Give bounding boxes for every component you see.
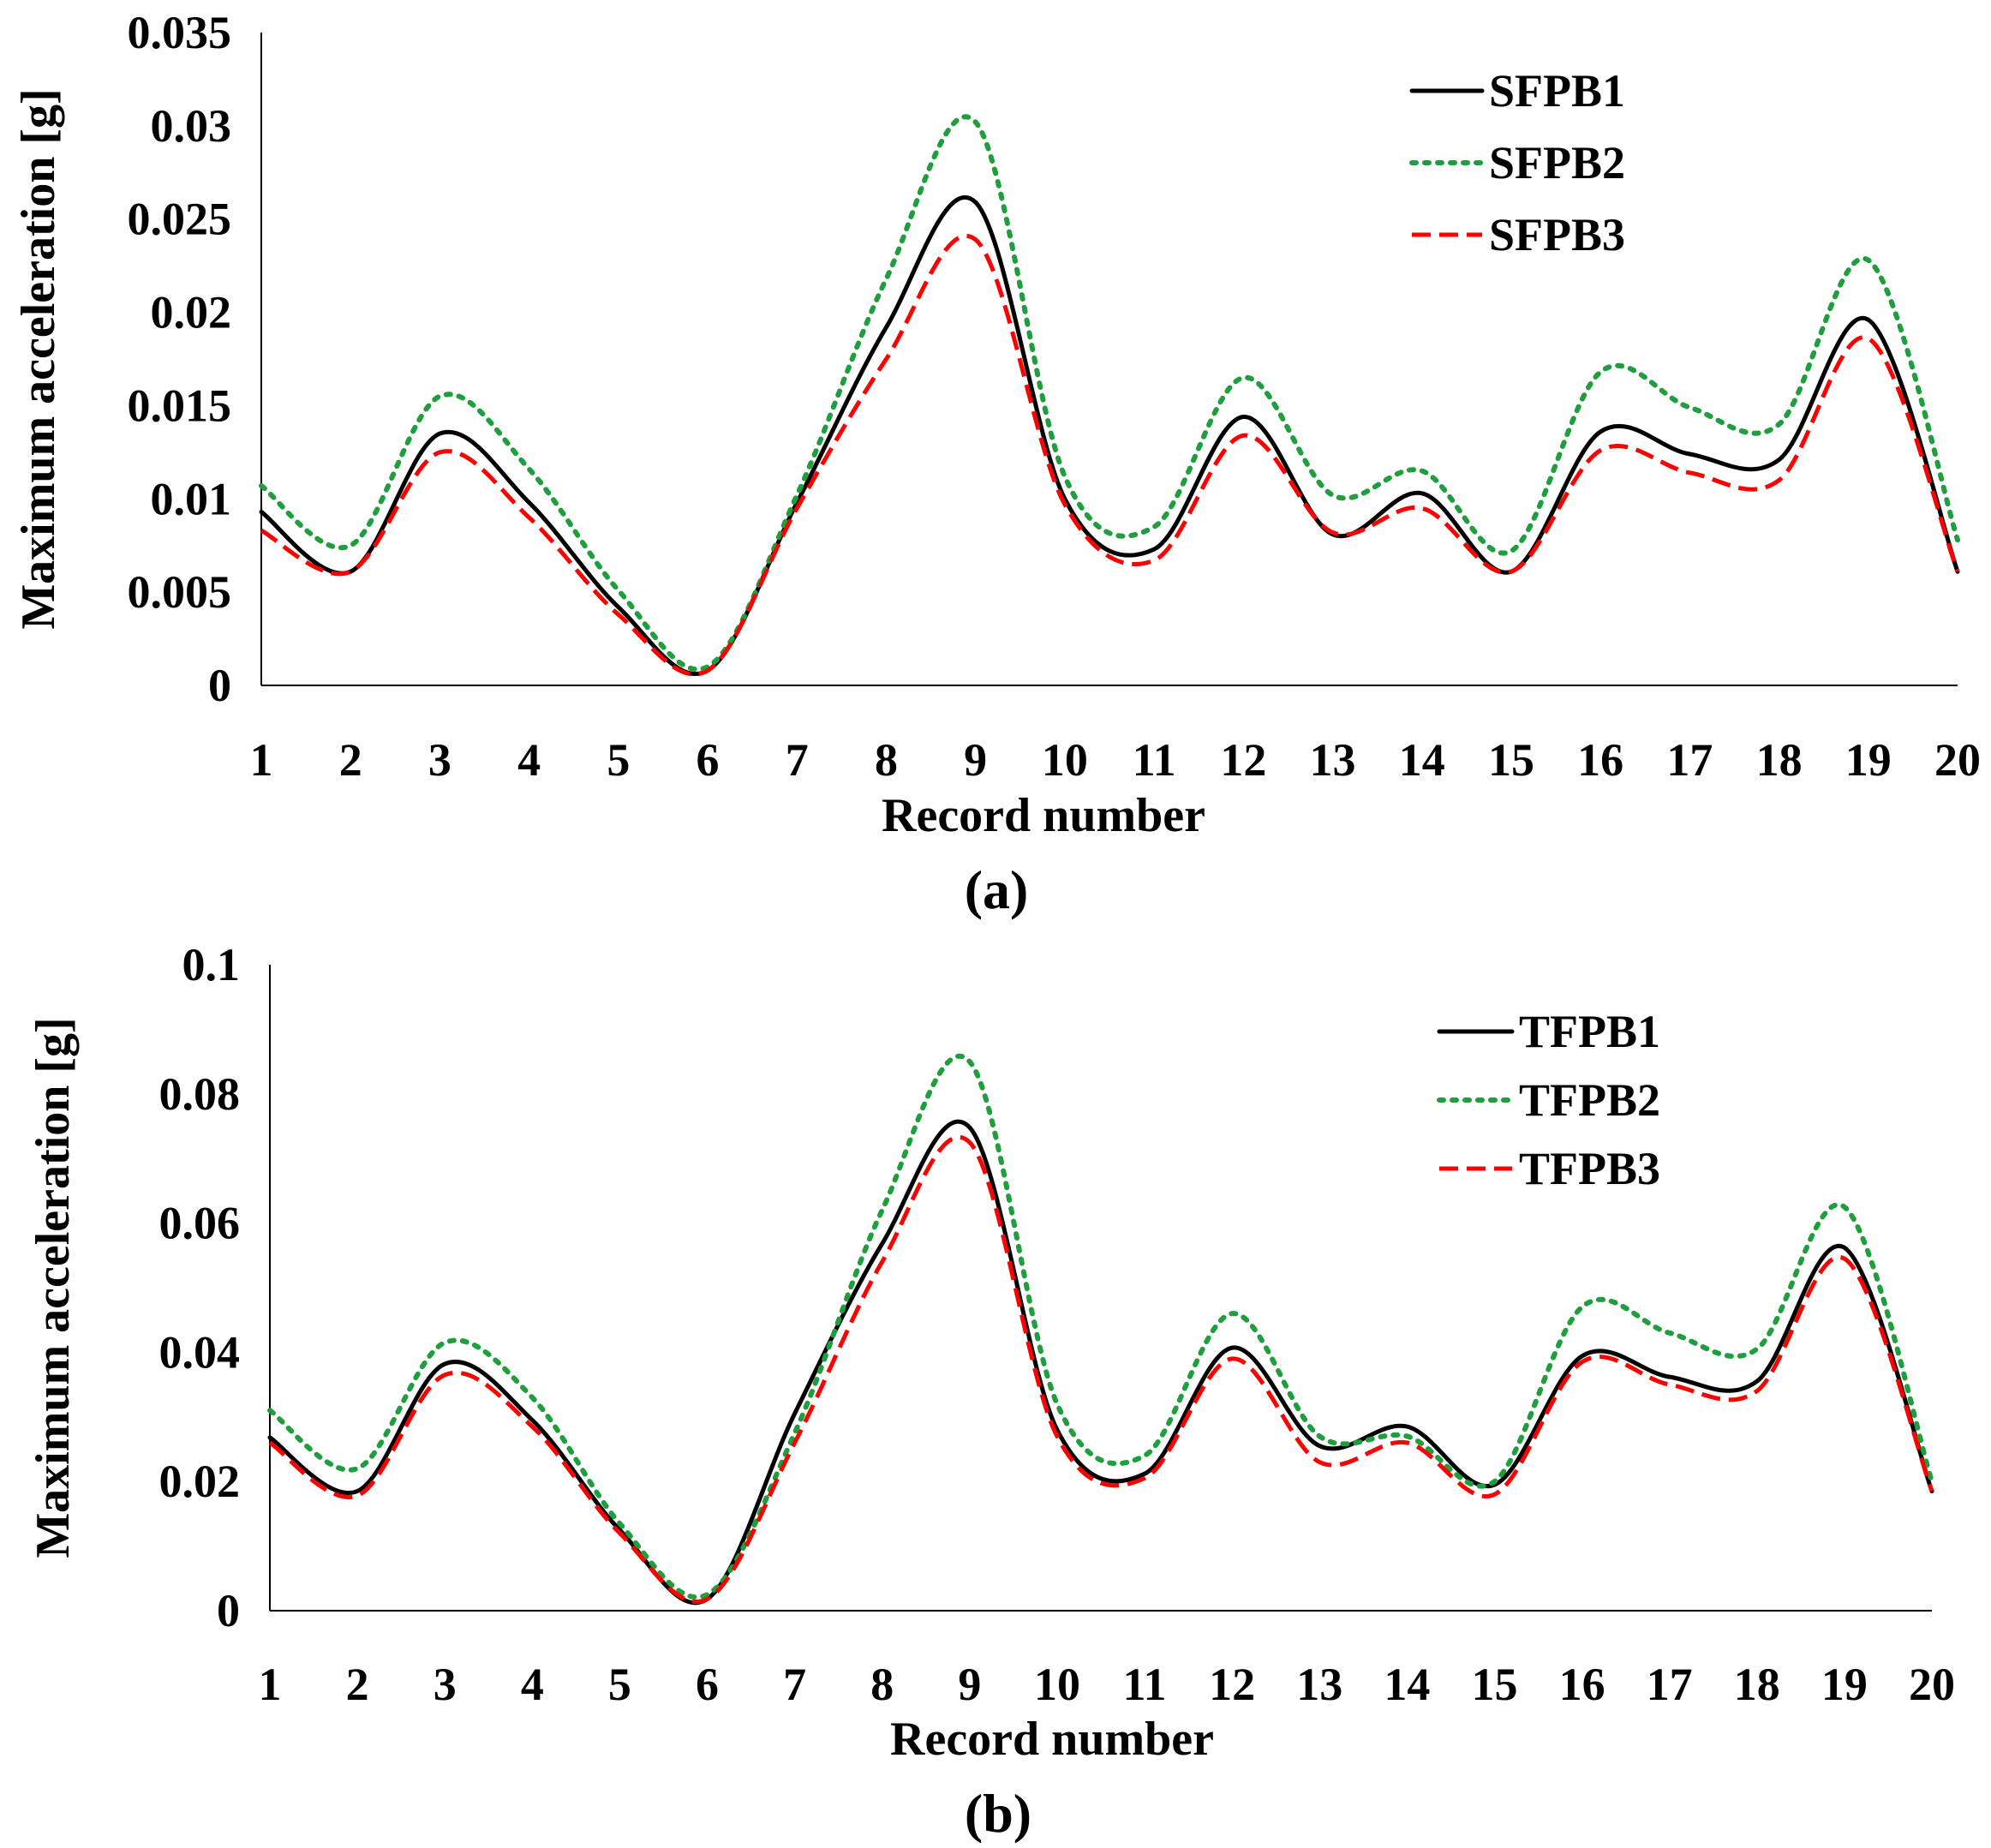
x-tick-label: 20: [1909, 1659, 1955, 1710]
x-axis-title: Record number: [882, 789, 1205, 842]
x-tick-label: 13: [1296, 1659, 1342, 1710]
x-tick-label: 1: [259, 1659, 282, 1710]
series-line-tfpb2: [267, 1053, 1934, 1600]
x-tick-label: 6: [696, 1659, 719, 1710]
x-tick-label: 3: [433, 1659, 457, 1710]
y-tick-label: 0.08: [159, 1068, 241, 1120]
series-line-sfpb2: [259, 114, 1960, 672]
x-tick-label: 17: [1647, 1659, 1693, 1710]
y-tick-label: 0: [217, 1585, 240, 1636]
x-tick-label: 12: [1220, 734, 1266, 786]
y-tick-label: 0.025: [128, 194, 232, 245]
x-tick-label: 13: [1310, 734, 1356, 786]
x-tick-label: 6: [697, 734, 720, 786]
x-tick-label: 16: [1577, 734, 1623, 786]
x-tick-label: 7: [786, 734, 809, 786]
panel-label: (a): [965, 859, 1029, 920]
y-tick-label: 0.04: [159, 1326, 241, 1378]
y-tick-label: 0.02: [159, 1456, 241, 1507]
y-tick-label: 0: [208, 660, 231, 711]
series-line-tfpb1: [267, 1119, 1934, 1606]
x-tick-label: 18: [1756, 734, 1803, 786]
x-tick-label: 10: [1042, 734, 1088, 786]
y-tick-label: 0.015: [128, 380, 232, 431]
legend: TFPB1 TFPB2 TFPB3: [1437, 1006, 1660, 1194]
x-tick-label: 5: [607, 734, 630, 786]
x-tick-label: 2: [339, 734, 362, 786]
y-axis-title: Maximum acceleration [g]: [12, 88, 65, 629]
x-tick-label: 11: [1123, 1659, 1167, 1710]
x-axis-title: Record number: [890, 1713, 1214, 1766]
legend-label-sfpb3: SFPB3: [1489, 209, 1625, 260]
x-tick-label: 8: [875, 734, 898, 786]
x-tick-label: 8: [870, 1659, 894, 1710]
x-tick-label: 15: [1471, 1659, 1517, 1710]
x-tick-label: 20: [1934, 734, 1981, 786]
y-tick-label: 0.03: [151, 100, 232, 152]
x-tick-label: 5: [608, 1659, 631, 1710]
legend-label-sfpb1: SFPB1: [1489, 65, 1625, 117]
legend: SFPB1 SFPB2 SFPB3: [1409, 65, 1625, 260]
y-tick-label: 0.06: [159, 1198, 241, 1249]
y-tick-label: 0.02: [151, 287, 232, 338]
panel-label: (b): [965, 1783, 1031, 1844]
x-tick-label: 10: [1034, 1659, 1080, 1710]
x-tick-label: 14: [1399, 734, 1445, 786]
x-tick-label: 1: [250, 734, 273, 786]
x-tick-label: 2: [346, 1659, 369, 1710]
y-tick-label: 0.035: [128, 7, 232, 58]
x-tick-label: 19: [1845, 734, 1892, 786]
legend-label-tfpb3: TFPB3: [1519, 1143, 1660, 1194]
x-tick-label: 7: [783, 1659, 806, 1710]
y-tick-label: 0.005: [128, 566, 232, 618]
x-tick-label: 16: [1559, 1659, 1605, 1710]
series-line-sfpb1: [259, 194, 1960, 677]
legend-label-sfpb2: SFPB2: [1489, 137, 1625, 188]
x-tick-label: 12: [1209, 1659, 1255, 1710]
x-tick-label: 4: [521, 1659, 544, 1710]
y-tick-label: 0.1: [182, 939, 241, 990]
x-tick-label: 9: [958, 1659, 981, 1710]
x-tick-label: 9: [964, 734, 987, 786]
y-tick-label: 0.01: [151, 473, 232, 524]
x-tick-label: 15: [1488, 734, 1534, 786]
x-tick-label: 4: [517, 734, 541, 786]
x-tick-label: 3: [428, 734, 451, 786]
y-axis-title: Maximum acceleration [g]: [27, 1017, 80, 1558]
chart-panel-b: 00.020.040.060.080.11 2 3 4 5 6 7 8 9 10 11 12 13 14 1…: [27, 939, 1955, 1844]
x-tick-label: 17: [1666, 734, 1713, 786]
x-tick-label: 18: [1734, 1659, 1780, 1710]
series-line-tfpb3: [268, 1134, 1934, 1604]
series-line-sfpb3: [260, 233, 1960, 677]
legend-label-tfpb2: TFPB2: [1519, 1074, 1660, 1126]
x-tick-label: 14: [1384, 1659, 1430, 1710]
x-tick-label: 11: [1133, 734, 1176, 786]
legend-label-tfpb1: TFPB1: [1519, 1006, 1660, 1057]
x-tick-label: 19: [1821, 1659, 1868, 1710]
